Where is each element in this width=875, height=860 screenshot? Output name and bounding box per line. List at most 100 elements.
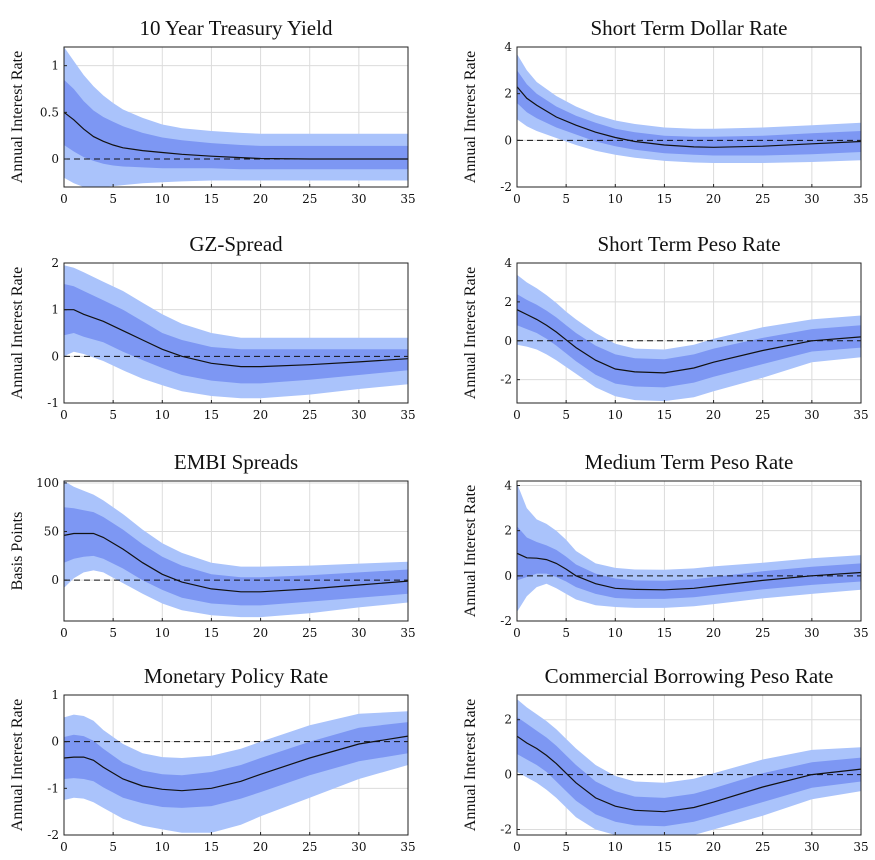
- x-tick-label: 30: [351, 408, 366, 422]
- x-tick-label: 30: [351, 840, 366, 854]
- x-tick-label: 10: [608, 192, 623, 206]
- plot-area: [517, 699, 861, 835]
- plot-area: [64, 265, 408, 399]
- axes-frame: [516, 480, 862, 622]
- x-tick-label: 25: [755, 408, 770, 422]
- y-tick-label: 2: [504, 713, 512, 727]
- x-tick-label: 30: [804, 840, 819, 854]
- inner-confidence-band: [64, 722, 408, 808]
- x-tick-label: 15: [657, 192, 672, 206]
- plot-area: [517, 54, 861, 163]
- x-tick-label: 10: [608, 840, 623, 854]
- panel-4: 0 5 10 15 20 25 30 35 -2 0 2 4 Short Term Peso Rate A…: [462, 232, 869, 422]
- x-tick-label: 5: [562, 840, 570, 854]
- x-tick-label: 5: [109, 192, 117, 206]
- x-tick-label: 0: [513, 192, 521, 206]
- y-tick-label: -1: [47, 781, 59, 795]
- axes-frame: [63, 480, 409, 622]
- panel-title: Short Term Peso Rate: [597, 232, 780, 256]
- median-response-line: [517, 86, 861, 148]
- axes-frame: [516, 262, 862, 404]
- y-axis-label: Basis Points: [9, 512, 26, 591]
- x-tick-label: 0: [60, 626, 68, 640]
- y-axis-label: Annual Interest Rate: [9, 699, 26, 831]
- x-tick-label: 25: [302, 408, 317, 422]
- x-tick-label: 25: [302, 192, 317, 206]
- y-tick-label: 4: [504, 40, 512, 54]
- x-tick-label: 15: [204, 626, 219, 640]
- x-tick-label: 25: [755, 192, 770, 206]
- x-tick-label: 5: [109, 626, 117, 640]
- panel-title: 10 Year Treasury Yield: [140, 16, 333, 40]
- x-tick-label: 25: [302, 840, 317, 854]
- panel-7: 0 5 10 15 20 25 30 35 -2 -1 0 1 Monetary Policy Rate…: [9, 664, 416, 854]
- median-response-line: [64, 309, 408, 368]
- x-tick-label: 20: [253, 192, 268, 206]
- y-tick-label: 0: [504, 334, 512, 348]
- x-tick-label: 20: [253, 626, 268, 640]
- axes-frame: [63, 262, 409, 404]
- x-tick-label: 15: [657, 626, 672, 640]
- panel-title: Commercial Borrowing Peso Rate: [545, 664, 834, 688]
- y-axis-label: Annual Interest Rate: [462, 699, 479, 831]
- y-tick-label: 4: [504, 256, 512, 270]
- x-tick-label: 5: [109, 408, 117, 422]
- x-tick-label: 15: [204, 840, 219, 854]
- x-tick-label: 20: [253, 408, 268, 422]
- y-tick-label: 0: [504, 569, 512, 583]
- y-tick-label: 1: [51, 59, 59, 73]
- x-tick-label: 35: [400, 408, 415, 422]
- y-tick-label: 1: [51, 688, 59, 702]
- y-tick-label: -2: [500, 373, 512, 387]
- y-tick-label: 2: [504, 295, 512, 309]
- axes-frame: [63, 694, 409, 836]
- y-tick-label: 0: [51, 735, 59, 749]
- x-tick-label: 5: [109, 840, 117, 854]
- y-tick-label: 4: [504, 479, 512, 493]
- x-tick-label: 15: [204, 408, 219, 422]
- x-tick-label: 10: [155, 626, 170, 640]
- y-tick-label: 2: [51, 256, 59, 270]
- x-tick-label: 5: [562, 192, 570, 206]
- y-tick-label: -2: [500, 180, 512, 194]
- x-tick-label: 35: [853, 626, 868, 640]
- y-tick-label: -2: [47, 828, 59, 842]
- axes-frame: [63, 46, 409, 188]
- panel-title: EMBI Spreads: [174, 450, 298, 474]
- plot-area: [517, 274, 861, 402]
- x-tick-label: 15: [204, 192, 219, 206]
- x-tick-label: 0: [513, 840, 521, 854]
- axes-frame: [516, 694, 862, 836]
- plot-area: [64, 47, 408, 187]
- panel-title: Monetary Policy Rate: [144, 664, 328, 688]
- x-tick-label: 0: [513, 408, 521, 422]
- y-tick-label: -1: [47, 396, 59, 410]
- plot-area: [64, 481, 408, 618]
- x-tick-label: 20: [706, 192, 721, 206]
- panel-title: GZ-Spread: [189, 232, 283, 256]
- x-tick-label: 0: [60, 192, 68, 206]
- median-response-line: [64, 111, 408, 160]
- y-axis-label: Annual Interest Rate: [462, 267, 479, 399]
- x-tick-label: 25: [755, 840, 770, 854]
- inner-confidence-band: [64, 507, 408, 606]
- x-tick-label: 20: [706, 626, 721, 640]
- y-tick-label: 0: [51, 573, 59, 587]
- panel-5: 0 5 10 15 20 25 30 35 0 50 100 EMBI Spreads Basis Po…: [9, 450, 416, 640]
- x-tick-label: 35: [853, 408, 868, 422]
- y-tick-label: 50: [44, 525, 59, 539]
- y-axis-label: Annual Interest Rate: [462, 51, 479, 183]
- x-tick-label: 0: [60, 840, 68, 854]
- y-tick-label: 100: [36, 476, 59, 490]
- x-tick-label: 35: [400, 626, 415, 640]
- inner-confidence-band: [517, 70, 861, 156]
- y-tick-label: 0: [504, 133, 512, 147]
- y-tick-label: -2: [500, 823, 512, 837]
- x-tick-label: 10: [608, 408, 623, 422]
- y-tick-label: 2: [504, 524, 512, 538]
- panel-1: 0 5 10 15 20 25 30 35 0 0.5 1 10 Year Treasury Yiel…: [9, 16, 416, 206]
- x-tick-label: 25: [302, 626, 317, 640]
